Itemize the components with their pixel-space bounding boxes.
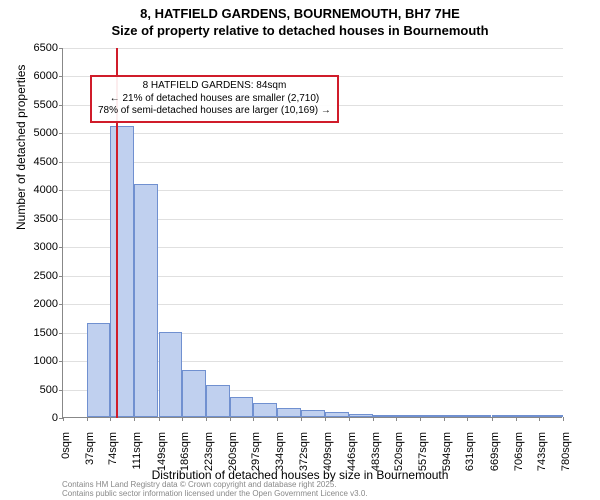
ytick-mark — [59, 361, 63, 362]
xtick-label: 557sqm — [417, 432, 429, 492]
ytick-mark — [59, 304, 63, 305]
histogram-bar — [467, 415, 491, 417]
ytick-label: 0 — [18, 412, 58, 424]
ytick-label: 6500 — [18, 42, 58, 54]
xtick-mark — [373, 417, 374, 421]
gridline — [63, 162, 563, 163]
xtick-label: 631sqm — [464, 432, 476, 492]
ytick-mark — [59, 333, 63, 334]
ytick-mark — [59, 276, 63, 277]
histogram-bar — [182, 370, 206, 417]
chart-area: 0500100015002000250030003500400045005000… — [62, 48, 562, 418]
histogram-bar — [516, 415, 540, 417]
ytick-label: 2500 — [18, 270, 58, 282]
histogram-bar — [349, 414, 373, 417]
histogram-bar — [206, 385, 230, 417]
xtick-mark — [349, 417, 350, 421]
histogram-bar — [134, 184, 158, 417]
xtick-label: 706sqm — [513, 432, 525, 492]
histogram-bar — [253, 403, 277, 417]
xtick-label: 669sqm — [489, 432, 501, 492]
xtick-label: 743sqm — [536, 432, 548, 492]
annotation-line2: ← 21% of detached houses are smaller (2,… — [98, 93, 331, 106]
xtick-label: 780sqm — [560, 432, 572, 492]
ytick-mark — [59, 48, 63, 49]
ytick-mark — [59, 390, 63, 391]
xtick-mark — [182, 417, 183, 421]
xtick-mark — [206, 417, 207, 421]
xtick-mark — [563, 417, 564, 421]
histogram-bar — [277, 408, 301, 417]
xtick-mark — [467, 417, 468, 421]
histogram-bar — [110, 126, 134, 417]
ytick-mark — [59, 76, 63, 77]
histogram-bar — [420, 415, 444, 417]
ytick-mark — [59, 190, 63, 191]
xtick-label: 483sqm — [370, 432, 382, 492]
ytick-label: 1000 — [18, 355, 58, 367]
xtick-mark — [492, 417, 493, 421]
xtick-label: 594sqm — [441, 432, 453, 492]
xtick-mark — [444, 417, 445, 421]
chart-title-subtitle: Size of property relative to detached ho… — [0, 21, 600, 38]
histogram-bar — [301, 410, 325, 417]
ytick-label: 500 — [18, 384, 58, 396]
xtick-mark — [516, 417, 517, 421]
xtick-mark — [87, 417, 88, 421]
xtick-mark — [134, 417, 135, 421]
footer-line1: Contains HM Land Registry data © Crown c… — [62, 480, 368, 489]
xtick-mark — [253, 417, 254, 421]
annotation-line1: 8 HATFIELD GARDENS: 84sqm — [98, 80, 331, 93]
ytick-mark — [59, 219, 63, 220]
footer-line2: Contains public sector information licen… — [62, 489, 368, 498]
footer-attribution: Contains HM Land Registry data © Crown c… — [62, 480, 368, 498]
annotation-box: 8 HATFIELD GARDENS: 84sqm ← 21% of detac… — [90, 75, 339, 123]
gridline — [63, 133, 563, 134]
histogram-bar — [325, 412, 349, 417]
xtick-mark — [63, 417, 64, 421]
ytick-mark — [59, 133, 63, 134]
ytick-mark — [59, 162, 63, 163]
ytick-mark — [59, 247, 63, 248]
ytick-label: 3000 — [18, 241, 58, 253]
xtick-mark — [420, 417, 421, 421]
histogram-bar — [492, 415, 516, 417]
xtick-mark — [396, 417, 397, 421]
histogram-bar — [444, 415, 468, 417]
histogram-bar — [87, 323, 111, 417]
histogram-bar — [159, 332, 183, 417]
xtick-mark — [539, 417, 540, 421]
xtick-mark — [159, 417, 160, 421]
xtick-mark — [301, 417, 302, 421]
histogram-bar — [396, 415, 420, 417]
xtick-mark — [277, 417, 278, 421]
ytick-label: 2000 — [18, 298, 58, 310]
ytick-label: 1500 — [18, 327, 58, 339]
xtick-label: 520sqm — [393, 432, 405, 492]
y-axis-label: Number of detached properties — [14, 65, 28, 230]
xtick-mark — [230, 417, 231, 421]
gridline — [63, 48, 563, 49]
annotation-line3: 78% of semi-detached houses are larger (… — [98, 105, 331, 118]
xtick-mark — [325, 417, 326, 421]
histogram-bar — [230, 397, 254, 417]
chart-title-address: 8, HATFIELD GARDENS, BOURNEMOUTH, BH7 7H… — [0, 0, 600, 21]
xtick-mark — [110, 417, 111, 421]
histogram-bar — [373, 415, 397, 417]
ytick-mark — [59, 105, 63, 106]
histogram-bar — [539, 415, 563, 417]
